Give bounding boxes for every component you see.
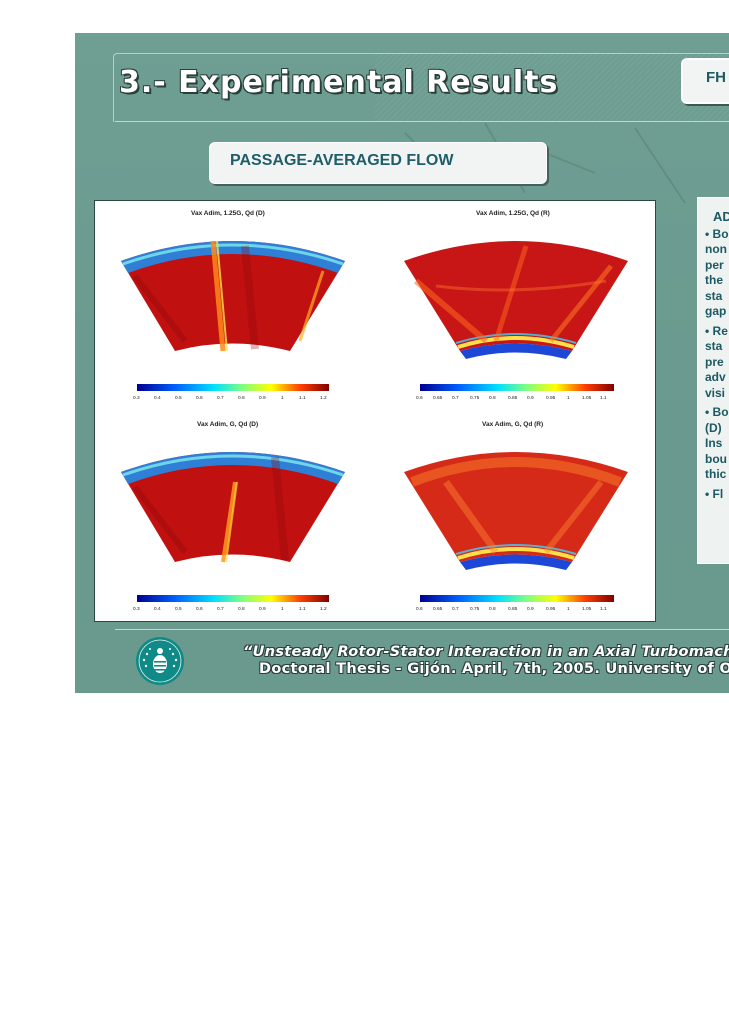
svg-text:0.4: 0.4: [154, 395, 161, 401]
svg-text:0.5: 0.5: [175, 606, 182, 612]
badge-label: FH: [706, 69, 726, 86]
svg-text:0.3: 0.3: [133, 395, 140, 401]
svg-text:0.95: 0.95: [546, 606, 556, 612]
conclusion-line: per: [705, 257, 724, 272]
plot-title: Vax Adim, G, Qd (D): [197, 421, 258, 428]
figure-panel: Vax Adim, 1.25G, Qd (D): [94, 200, 656, 622]
conclusion-line: adv: [705, 370, 726, 384]
svg-text:0.65: 0.65: [433, 606, 443, 612]
svg-text:0.85: 0.85: [508, 606, 518, 612]
svg-text:1.05: 1.05: [582, 395, 592, 401]
conclusion-line: • Fl: [705, 486, 724, 501]
svg-text:0.75: 0.75: [470, 395, 480, 401]
svg-text:1: 1: [567, 395, 570, 401]
svg-text:0.4: 0.4: [154, 606, 161, 612]
svg-text:1.1: 1.1: [299, 606, 306, 612]
contour-plot-3: Vax Adim, G, Qd (D): [95, 412, 373, 621]
svg-text:0.8: 0.8: [489, 395, 496, 401]
thesis-info: Doctoral Thesis - Gijón. April, 7th, 200…: [259, 661, 729, 677]
plot-title: Vax Adim, 1.25G, Qd (R): [476, 210, 550, 217]
svg-text:0.6: 0.6: [196, 395, 203, 401]
conclusion-line: • Re: [705, 323, 728, 338]
plot-title: Vax Adim, 1.25G, Qd (D): [191, 210, 265, 217]
plot-title: Vax Adim, G, Qd (R): [482, 421, 543, 428]
svg-text:0.5: 0.5: [175, 395, 182, 401]
svg-text:0.6: 0.6: [416, 606, 423, 612]
conclusions-heading: AD: [713, 209, 729, 224]
svg-text:1.2: 1.2: [320, 395, 327, 401]
svg-text:0.8: 0.8: [489, 606, 496, 612]
svg-text:0.7: 0.7: [217, 606, 224, 612]
conclusions-text: AD • Bo non per the sta gap • Re sta pre…: [705, 209, 729, 502]
conclusion-line: sta: [705, 288, 723, 303]
conclusion-line: non: [705, 242, 727, 256]
colorbar-ticks: 0.3 0.4 0.5 0.6 0.7 0.8 0.9 1 1.1 1.2: [133, 395, 327, 401]
conclusion-line: the: [705, 273, 723, 287]
subtitle: PASSAGE-AVERAGED FLOW: [230, 152, 454, 169]
svg-text:1: 1: [281, 606, 284, 612]
svg-text:0.8: 0.8: [238, 395, 245, 401]
title-frame: [113, 53, 729, 122]
svg-text:1.2: 1.2: [320, 606, 327, 612]
title-divider: [115, 121, 729, 122]
thesis-title: “Unsteady Rotor-Stator Interaction in an…: [243, 644, 729, 660]
conclusion-line: • Bo: [705, 226, 729, 241]
conclusion-line: visi: [705, 385, 726, 400]
svg-text:1.05: 1.05: [582, 606, 592, 612]
conclusion-line: • Bo: [705, 405, 729, 419]
footer-divider: [115, 629, 729, 630]
svg-text:0.6: 0.6: [416, 395, 423, 401]
colorbar-ticks: 0.6 0.65 0.7 0.75 0.8 0.85 0.9 0.95 1 1.…: [416, 606, 607, 612]
svg-text:0.9: 0.9: [527, 395, 534, 401]
svg-text:0.75: 0.75: [470, 606, 480, 612]
background-decoration: [375, 53, 729, 204]
svg-text:0.9: 0.9: [259, 606, 266, 612]
conclusion-line: thic: [705, 467, 727, 481]
svg-text:0.7: 0.7: [452, 606, 459, 612]
conclusion-line: pre: [705, 354, 724, 369]
colorbar-ticks: 0.3 0.4 0.5 0.6 0.7 0.8 0.9 1 1.1 1.2: [133, 606, 327, 612]
svg-text:0.8: 0.8: [238, 606, 245, 612]
svg-text:0.65: 0.65: [433, 395, 443, 401]
conclusions-box: AD • Bo non per the sta gap • Re sta pre…: [697, 197, 729, 564]
conclusion-line: gap: [705, 304, 727, 318]
svg-text:0.9: 0.9: [527, 606, 534, 612]
svg-text:0.7: 0.7: [452, 395, 459, 401]
svg-text:0.95: 0.95: [546, 395, 556, 401]
svg-text:0.3: 0.3: [133, 606, 140, 612]
subtitle-box: PASSAGE-AVERAGED FLOW: [209, 142, 547, 184]
conclusion-line: Ins: [705, 436, 723, 450]
svg-text:0.6: 0.6: [196, 606, 203, 612]
svg-text:1: 1: [567, 606, 570, 612]
university-logo-icon: [136, 637, 184, 685]
colorbar-ticks: 0.6 0.65 0.7 0.75 0.8 0.85 0.9 0.95 1 1.…: [416, 395, 607, 401]
svg-text:0.85: 0.85: [508, 395, 518, 401]
svg-text:0.9: 0.9: [259, 395, 266, 401]
svg-text:1.1: 1.1: [600, 606, 607, 612]
svg-text:1: 1: [281, 395, 284, 401]
svg-text:0.7: 0.7: [217, 395, 224, 401]
conclusion-line: sta: [705, 339, 723, 353]
conclusion-line: bou: [705, 451, 727, 466]
svg-text:1.1: 1.1: [600, 395, 607, 401]
contour-plot-4: Vax Adim, G, Qd (R): [376, 412, 654, 621]
slide-title: 3.- Experimental Results: [119, 65, 559, 100]
contour-plot-1: Vax Adim, 1.25G, Qd (D): [95, 201, 373, 410]
conclusion-line: (D): [705, 420, 722, 435]
badge: FH: [681, 58, 729, 104]
contour-plot-2: Vax Adim, 1.25G, Qd (R): [376, 201, 654, 410]
svg-text:1.1: 1.1: [299, 395, 306, 401]
slide: 3.- Experimental Results FH PASSAGE-AVER…: [75, 33, 729, 693]
